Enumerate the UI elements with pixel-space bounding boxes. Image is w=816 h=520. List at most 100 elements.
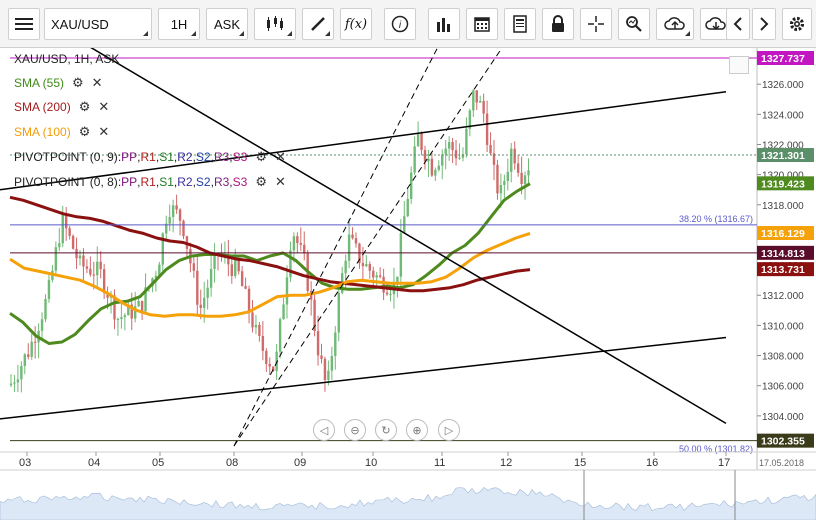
candle-down bbox=[265, 350, 268, 364]
candle-down bbox=[320, 355, 323, 359]
close-icon[interactable]: ✕ bbox=[274, 149, 286, 164]
candle-down bbox=[244, 286, 247, 289]
candle-up bbox=[527, 170, 530, 176]
candle-down bbox=[82, 255, 85, 267]
candle-down bbox=[92, 274, 95, 276]
y-tick-label: 1308.000 bbox=[762, 352, 804, 363]
x-tick-label: 11 bbox=[434, 457, 445, 469]
candle-down bbox=[99, 261, 102, 270]
candle-down bbox=[258, 324, 261, 336]
price-tag-bg bbox=[757, 225, 814, 240]
menu-icon[interactable] bbox=[8, 8, 40, 40]
candle-up bbox=[123, 315, 127, 318]
bars-icon[interactable] bbox=[428, 8, 460, 40]
pivot-r1: R1 bbox=[140, 150, 156, 164]
candle-up bbox=[127, 304, 130, 316]
fx-icon[interactable]: f(x) bbox=[340, 8, 372, 40]
candle-up bbox=[16, 379, 20, 383]
gear-icon[interactable]: ⚙ bbox=[72, 75, 84, 90]
candle-up bbox=[154, 275, 158, 279]
pivot-s3: S3 bbox=[232, 150, 248, 164]
draw-icon[interactable] bbox=[302, 8, 334, 40]
candle-down bbox=[513, 148, 516, 164]
reset-icon[interactable]: ↻ bbox=[375, 419, 397, 441]
popout-icon[interactable] bbox=[729, 56, 749, 74]
candle-down bbox=[489, 144, 492, 154]
x-tick-label: 16 bbox=[646, 457, 658, 469]
report-icon[interactable] bbox=[504, 8, 536, 40]
candle-down bbox=[299, 243, 302, 245]
candle-down bbox=[485, 113, 489, 145]
settings-icon[interactable] bbox=[782, 8, 812, 40]
price-tag-label: 1316.129 bbox=[761, 228, 805, 240]
gear-icon[interactable]: ⚙ bbox=[255, 174, 267, 189]
candle-up bbox=[472, 90, 475, 111]
gear-icon[interactable]: ⚙ bbox=[255, 149, 267, 164]
candle-down bbox=[313, 299, 316, 332]
close-icon[interactable]: ✕ bbox=[98, 124, 110, 139]
candle-down bbox=[140, 300, 144, 312]
back-icon[interactable]: ◁ bbox=[313, 419, 335, 441]
legend-pivot-1: PIVOTPOINT (0, 9) : PP, R1, S1, R2, S2, … bbox=[14, 149, 286, 164]
candle-up bbox=[44, 298, 47, 320]
candle-down bbox=[237, 259, 240, 272]
x-tick-label: 09 bbox=[294, 457, 306, 469]
x-tick-label: 03 bbox=[19, 457, 31, 469]
candle-up bbox=[461, 154, 465, 158]
candle-up bbox=[337, 292, 340, 333]
price-tag-bg bbox=[757, 433, 814, 448]
zoom-icon[interactable] bbox=[618, 8, 650, 40]
pivot-pp: PP bbox=[121, 150, 138, 164]
zoom-in-icon[interactable]: ⊕ bbox=[406, 419, 428, 441]
next-icon[interactable] bbox=[752, 8, 776, 40]
candle-down bbox=[68, 228, 71, 236]
candle-up bbox=[116, 318, 120, 320]
candle-down bbox=[268, 363, 271, 367]
svg-text:i: i bbox=[399, 20, 402, 31]
candle-up bbox=[503, 181, 506, 185]
candle-up bbox=[347, 234, 351, 261]
y-tick-label: 1324.000 bbox=[762, 110, 804, 121]
legend-instrument: XAU/USD, 1H, ASK bbox=[14, 52, 119, 66]
crosshair-icon[interactable] bbox=[580, 8, 612, 40]
dropdown-corner-icon bbox=[239, 31, 244, 36]
timeframe-selector[interactable]: 1H bbox=[158, 8, 200, 40]
pivot-s1: S1 bbox=[159, 150, 174, 164]
candle-up bbox=[54, 247, 58, 271]
toolbar: XAU/USD 1H ASK f(x) i bbox=[0, 0, 816, 48]
close-icon[interactable]: ✕ bbox=[98, 99, 110, 114]
pivot-s2: S2 bbox=[195, 175, 211, 189]
series-line-sma55 bbox=[9, 182, 531, 345]
forward-icon[interactable]: ▷ bbox=[438, 419, 460, 441]
candle-down bbox=[451, 142, 454, 151]
instrument-label: XAU/USD, 1H, ASK bbox=[14, 52, 120, 66]
candles-icon[interactable] bbox=[254, 8, 296, 40]
candle-down bbox=[75, 248, 78, 259]
y-tick-label: 1322.000 bbox=[762, 140, 804, 151]
symbol-selector[interactable]: XAU/USD bbox=[44, 8, 152, 40]
candle-down bbox=[496, 164, 499, 194]
candle-up bbox=[120, 317, 123, 319]
close-icon[interactable]: ✕ bbox=[91, 75, 103, 90]
candle-up bbox=[458, 157, 461, 159]
legend-pivot-2: PIVOTPOINT (0, 8) : PP, R1, S1, R2, S2, … bbox=[14, 174, 286, 189]
info-icon[interactable]: i bbox=[384, 8, 416, 40]
candle-up bbox=[510, 148, 513, 172]
series-line-sma100 bbox=[9, 231, 531, 318]
price-chart[interactable]: 1326.000 1324.000 1322.000 1320.000 1318.000… bbox=[0, 48, 816, 520]
x-tick-label: 04 bbox=[88, 457, 100, 469]
candle-up bbox=[234, 259, 237, 277]
calendar-icon[interactable] bbox=[466, 8, 498, 40]
prev-icon[interactable] bbox=[726, 8, 750, 40]
lock-icon[interactable] bbox=[542, 8, 574, 40]
candle-up bbox=[437, 165, 440, 170]
zoom-out-icon[interactable]: ⊖ bbox=[344, 419, 366, 441]
pivot-r2: R2 bbox=[177, 150, 193, 164]
candle-up bbox=[20, 365, 23, 380]
gear-icon[interactable]: ⚙ bbox=[78, 124, 91, 139]
candle-up bbox=[209, 268, 213, 288]
gear-icon[interactable]: ⚙ bbox=[78, 99, 91, 114]
price-type-selector[interactable]: ASK bbox=[206, 8, 248, 40]
close-icon[interactable]: ✕ bbox=[274, 174, 286, 189]
upload-icon[interactable] bbox=[656, 8, 694, 40]
